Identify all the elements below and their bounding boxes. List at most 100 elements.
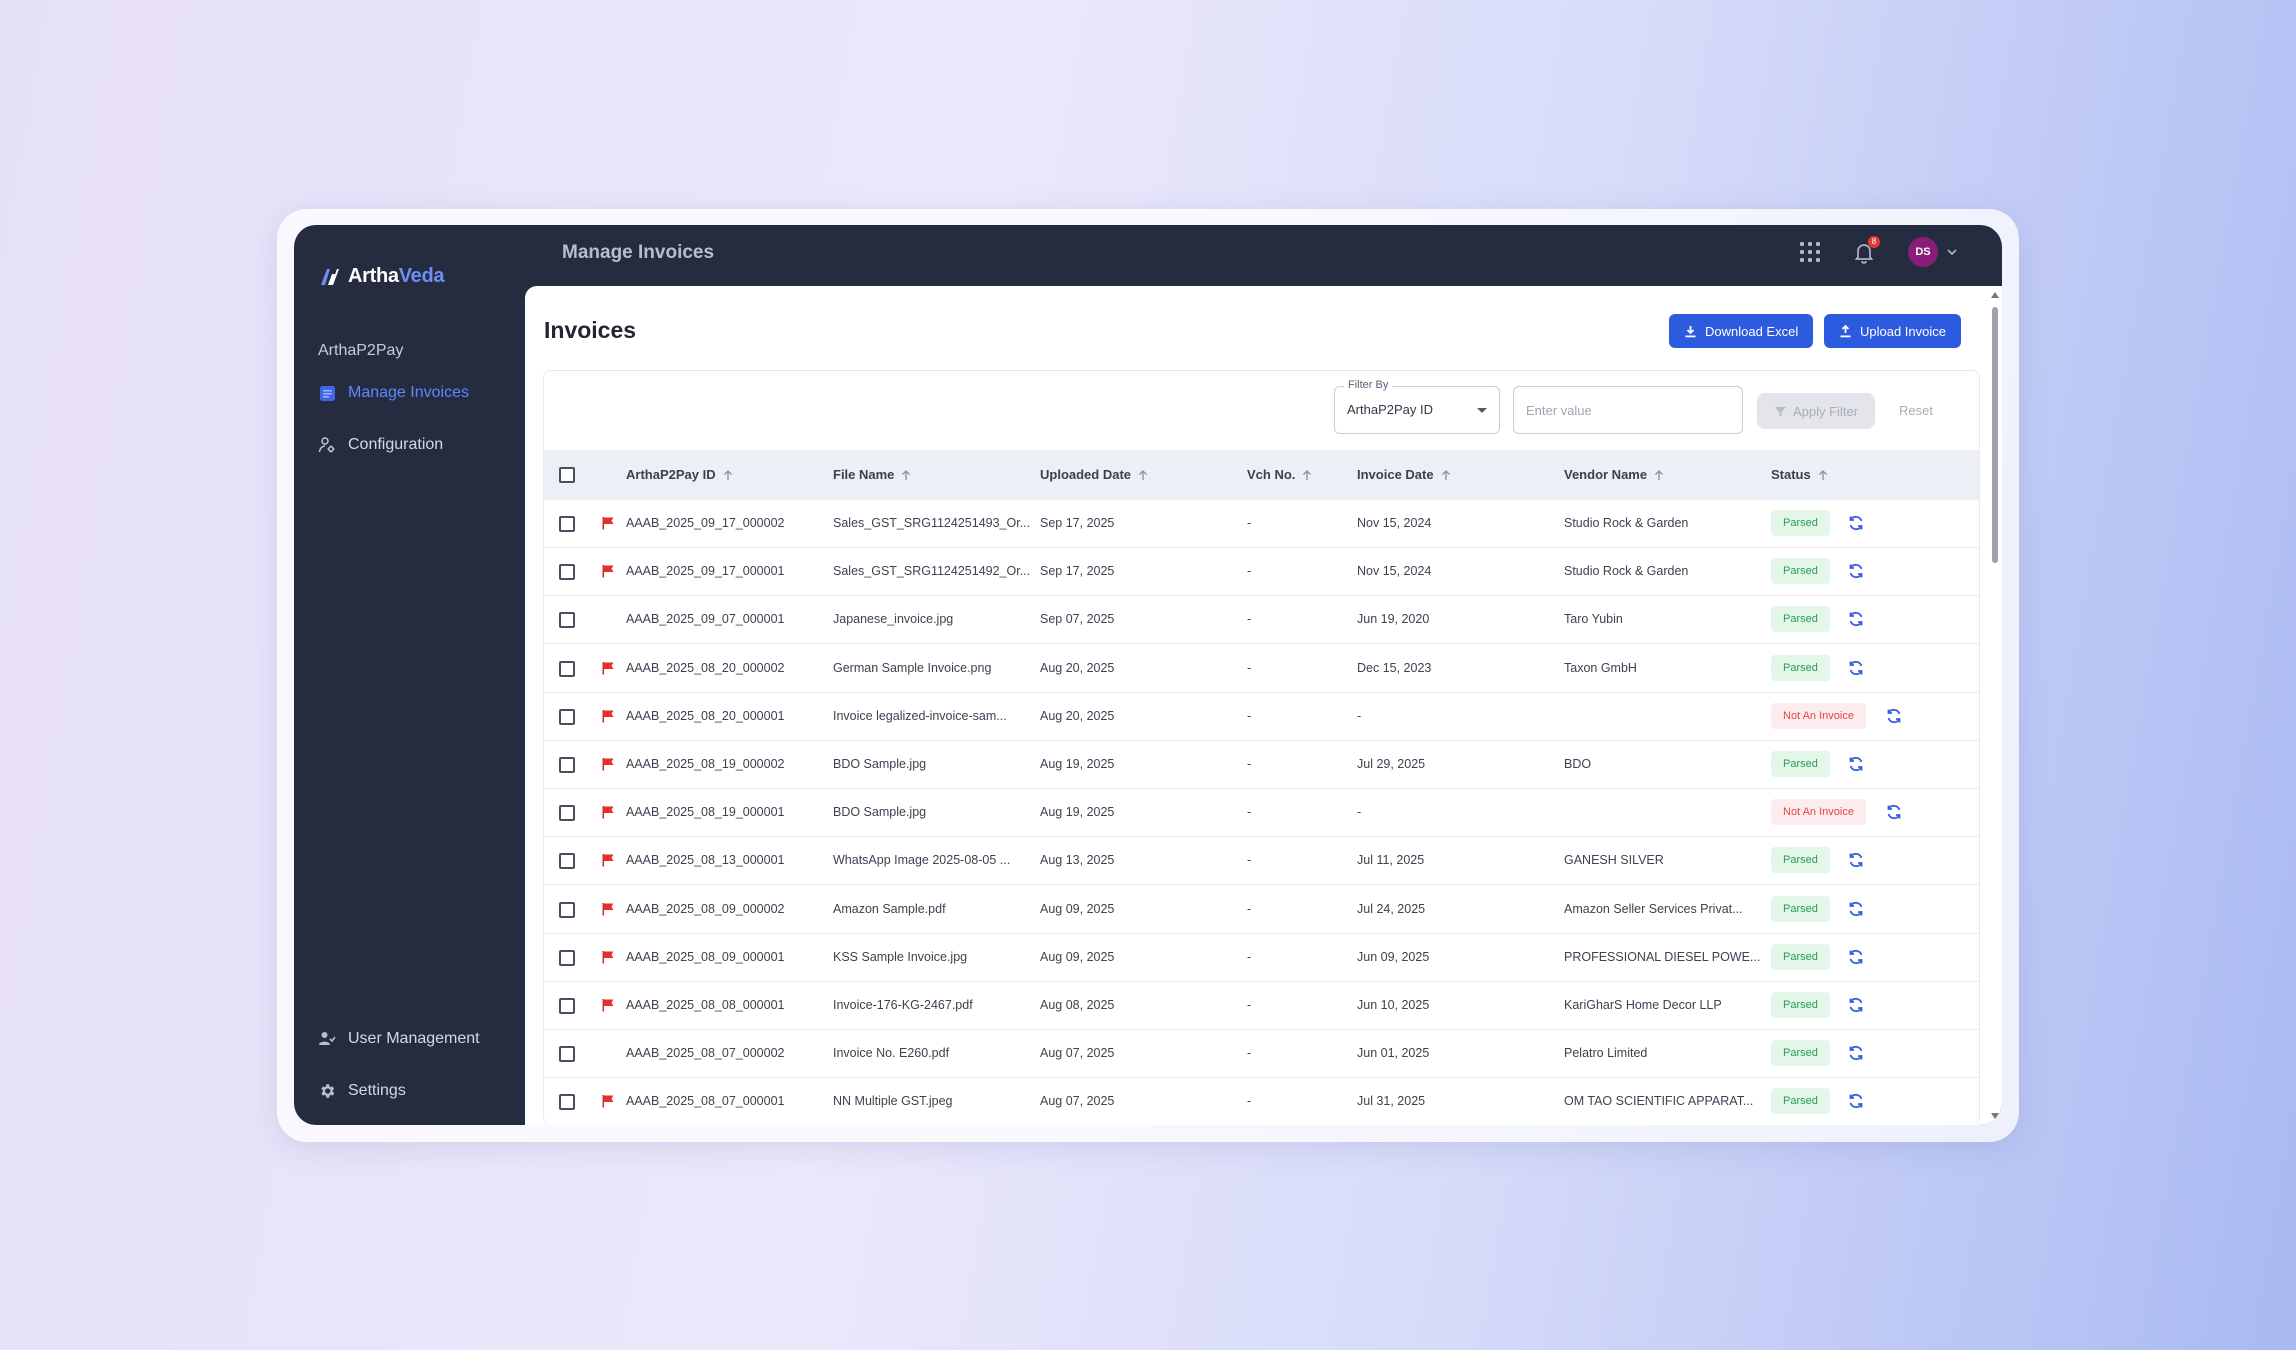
row-checkbox[interactable]: [559, 853, 575, 870]
filter-value-input[interactable]: [1513, 386, 1743, 434]
upload-invoice-button[interactable]: Upload Invoice: [1824, 314, 1961, 348]
flag-icon[interactable]: [601, 516, 615, 530]
cell-file-name[interactable]: BDO Sample.jpg: [833, 757, 927, 771]
column-header-id[interactable]: ArthaP2Pay ID: [626, 467, 734, 482]
cell-file-name[interactable]: NN Multiple GST.jpeg: [833, 1094, 953, 1109]
reprocess-icon[interactable]: [1847, 659, 1865, 677]
download-excel-button[interactable]: Download Excel: [1669, 314, 1814, 348]
cell-file-name[interactable]: Sales_GST_SRG1124251492_Or...: [833, 564, 1031, 579]
column-header-status[interactable]: Status: [1771, 467, 1829, 482]
row-checkbox[interactable]: [559, 1046, 575, 1063]
reprocess-icon[interactable]: [1885, 803, 1903, 821]
row-checkbox[interactable]: [559, 757, 575, 773]
flag-icon[interactable]: [601, 902, 615, 916]
reset-button[interactable]: Reset: [1899, 403, 1933, 418]
select-all-checkbox[interactable]: [559, 467, 575, 483]
reprocess-icon[interactable]: [1847, 562, 1865, 580]
cell-file-name[interactable]: Sales_GST_SRG1124251493_Or...: [833, 516, 1031, 530]
row-checkbox[interactable]: [559, 564, 575, 581]
user-menu[interactable]: DS: [1908, 237, 1958, 267]
reprocess-icon[interactable]: [1847, 514, 1865, 532]
invoices-table-card: Filter By ArthaP2Pay ID Apply Filter Res…: [543, 370, 1980, 1125]
reprocess-icon[interactable]: [1847, 755, 1865, 773]
reprocess-icon[interactable]: [1847, 851, 1865, 869]
cell-file-name[interactable]: Amazon Sample.pdf: [833, 901, 946, 916]
sidebar-item-label: Manage Invoices: [348, 384, 469, 401]
row-checkbox[interactable]: [559, 998, 575, 1014]
column-header-uploaded-date[interactable]: Uploaded Date: [1040, 467, 1149, 482]
column-header-vendor-name[interactable]: Vendor Name: [1564, 467, 1665, 482]
scroll-down-icon[interactable]: [1991, 1113, 1999, 1119]
sidebar-item-manage-invoices[interactable]: Manage Invoices: [318, 384, 469, 402]
cell-file-name[interactable]: WhatsApp Image 2025-08-05 ...: [833, 853, 1011, 868]
row-checkbox[interactable]: [559, 949, 575, 966]
column-header-invoice-date[interactable]: Invoice Date: [1357, 467, 1452, 482]
table-row[interactable]: AAAB_2025_08_19_000001 BDO Sample.jpg Aug …: [544, 789, 1979, 838]
table-row[interactable]: AAAB_2025_08_07_000001 NN Multiple GST.jp…: [544, 1078, 1979, 1125]
cell-vendor-name: GANESH SILVER: [1564, 853, 1664, 868]
sidebar-item-user-management[interactable]: User Management: [318, 1030, 480, 1048]
row-checkbox[interactable]: [559, 1094, 575, 1111]
reprocess-icon[interactable]: [1847, 900, 1865, 918]
scrollbar[interactable]: [1991, 292, 1999, 1119]
flag-icon[interactable]: [601, 757, 615, 771]
cell-file-name[interactable]: German Sample Invoice.png: [833, 660, 992, 675]
column-header-label: Invoice Date: [1357, 467, 1434, 482]
table-row[interactable]: AAAB_2025_09_17_000001 Sales_GST_SRG11242…: [544, 548, 1979, 597]
row-checkbox[interactable]: [559, 708, 575, 725]
cell-id: AAAB_2025_09_17_000002: [626, 516, 785, 530]
reprocess-icon[interactable]: [1847, 1092, 1865, 1110]
flag-icon[interactable]: [601, 1094, 615, 1108]
table-row[interactable]: AAAB_2025_09_07_000001 Japanese_invoice.j…: [544, 596, 1979, 645]
flag-icon[interactable]: [601, 805, 615, 819]
scrollbar-thumb[interactable]: [1992, 307, 1998, 563]
table-row[interactable]: AAAB_2025_08_13_000001 WhatsApp Image 202…: [544, 837, 1979, 886]
row-checkbox[interactable]: [559, 612, 575, 629]
row-checkbox[interactable]: [559, 901, 575, 918]
cell-file-name[interactable]: Invoice legalized-invoice-sam...: [833, 708, 1007, 723]
flag-icon[interactable]: [601, 950, 615, 964]
cell-vch-no: -: [1247, 708, 1252, 723]
users-icon: [318, 1030, 336, 1048]
row-checkbox[interactable]: [559, 516, 575, 532]
table-row[interactable]: AAAB_2025_08_07_000002 Invoice No. E260.p…: [544, 1030, 1979, 1079]
cell-file-name[interactable]: Invoice No. E260.pdf: [833, 1046, 950, 1061]
table-row[interactable]: AAAB_2025_08_09_000001 KSS Sample Invoice…: [544, 934, 1979, 982]
cell-id: AAAB_2025_09_17_000001: [626, 564, 785, 579]
logo[interactable]: ArthaVeda: [318, 265, 445, 288]
table-row[interactable]: AAAB_2025_09_17_000002 Sales_GST_SRG11242…: [544, 500, 1979, 548]
cell-file-name[interactable]: Japanese_invoice.jpg: [833, 612, 954, 627]
filter-by-select[interactable]: Filter By ArthaP2Pay ID: [1334, 379, 1500, 434]
table-row[interactable]: AAAB_2025_08_09_000002 Amazon Sample.pdf A…: [544, 886, 1979, 934]
cell-file-name[interactable]: KSS Sample Invoice.jpg: [833, 949, 968, 964]
apps-grid-icon[interactable]: [1800, 242, 1820, 262]
row-checkbox[interactable]: [559, 805, 575, 822]
cell-invoice-date: Nov 15, 2024: [1357, 516, 1432, 530]
cell-file-name[interactable]: BDO Sample.jpg: [833, 805, 927, 820]
scroll-up-icon[interactable]: [1991, 292, 1999, 298]
column-header-file-name[interactable]: File Name: [833, 467, 912, 482]
flag-icon[interactable]: [601, 709, 615, 723]
notifications-button[interactable]: 8: [1852, 236, 1880, 264]
sidebar-item-configuration[interactable]: Configuration: [318, 436, 443, 454]
flag-icon[interactable]: [601, 564, 615, 578]
reprocess-icon[interactable]: [1847, 996, 1865, 1014]
table-row[interactable]: AAAB_2025_08_19_000002 BDO Sample.jpg Aug …: [544, 741, 1979, 789]
row-checkbox[interactable]: [559, 660, 575, 677]
flag-icon[interactable]: [601, 661, 615, 675]
reprocess-icon[interactable]: [1885, 707, 1903, 725]
logo-icon: [321, 268, 339, 285]
table-row[interactable]: AAAB_2025_08_08_000001 Invoice-176-KG-246…: [544, 982, 1979, 1030]
reprocess-icon[interactable]: [1847, 948, 1865, 966]
sidebar-item-settings[interactable]: Settings: [318, 1082, 406, 1100]
flag-icon[interactable]: [601, 853, 615, 867]
reprocess-icon[interactable]: [1847, 610, 1865, 628]
apply-filter-button[interactable]: Apply Filter: [1757, 393, 1875, 429]
cell-invoice-date: Jun 09, 2025: [1357, 949, 1430, 964]
column-header-vch-no[interactable]: Vch No.: [1247, 467, 1313, 482]
reprocess-icon[interactable]: [1847, 1044, 1865, 1062]
cell-file-name[interactable]: Invoice-176-KG-2467.pdf: [833, 998, 973, 1012]
flag-icon[interactable]: [601, 998, 615, 1012]
table-row[interactable]: AAAB_2025_08_20_000002 German Sample Invo…: [544, 645, 1979, 693]
table-row[interactable]: AAAB_2025_08_20_000001 Invoice legalized-…: [544, 693, 1979, 741]
